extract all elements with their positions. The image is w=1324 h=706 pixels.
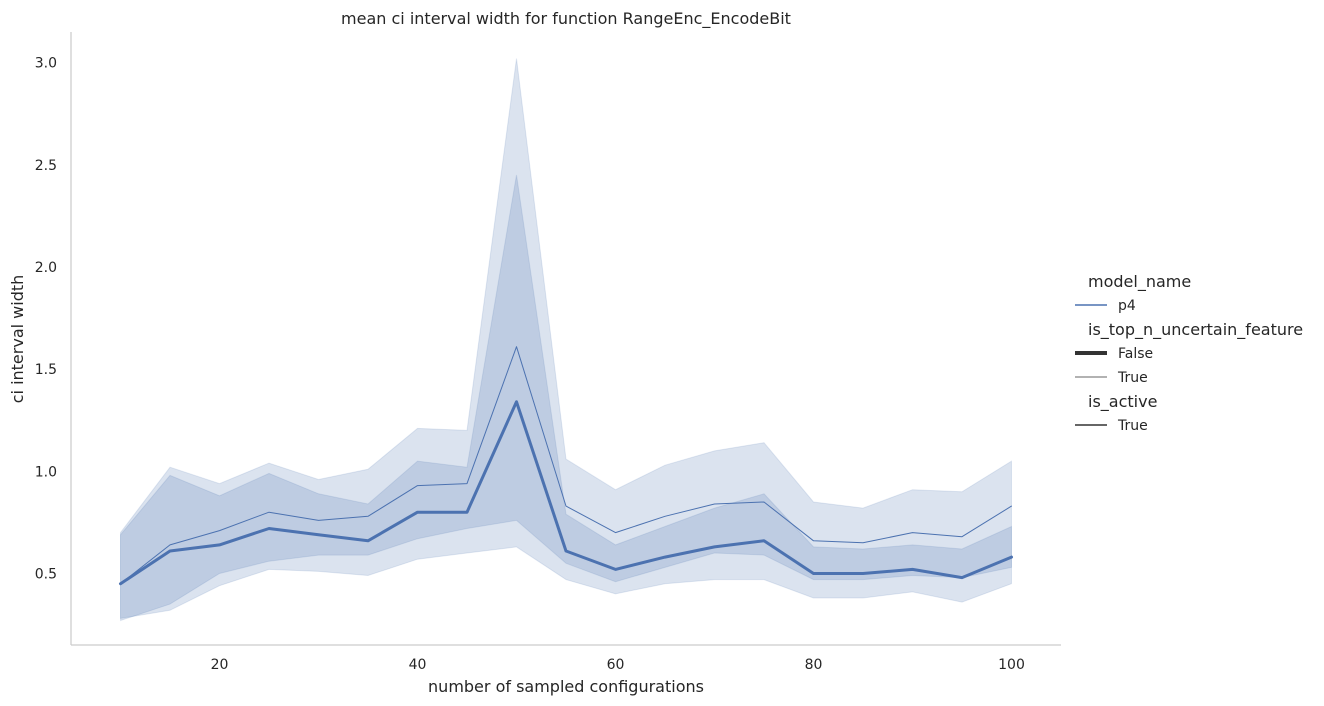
series-line-0 — [120, 346, 1012, 585]
axes — [70, 32, 1061, 646]
x-ticks: 20 40 60 80 100 — [211, 657, 1025, 673]
chart-title: mean ci interval width for function Rang… — [341, 9, 791, 29]
ci-band-1 — [120, 174, 1012, 622]
legend-entry-label: True — [1117, 370, 1148, 386]
series-line-1 — [119, 400, 1013, 586]
x-tick-label: 100 — [998, 657, 1025, 673]
y-tick-label: 3.0 — [35, 56, 57, 72]
x-tick-label: 20 — [211, 657, 229, 673]
series-lines — [119, 346, 1013, 586]
x-axis-title: number of sampled configurations — [428, 677, 704, 696]
legend: model_name p4 is_top_n_uncertain_feature Fa… — [1075, 272, 1303, 434]
legend-entry-label: p4 — [1118, 298, 1136, 314]
y-tick-label: 2.0 — [35, 260, 57, 276]
x-tick-label: 60 — [607, 657, 625, 673]
y-tick-label: 2.5 — [35, 158, 57, 174]
x-tick-label: 80 — [805, 657, 823, 673]
y-tick-label: 1.5 — [35, 362, 57, 378]
y-axis-title: ci interval width — [8, 275, 27, 404]
legend-title: model_name — [1088, 272, 1191, 292]
y-tick-label: 0.5 — [35, 566, 57, 582]
legend-entry-label: True — [1117, 418, 1148, 434]
ci-band-0 — [120, 58, 1012, 619]
legend-title: is_active — [1088, 392, 1157, 412]
legend-entry-label: False — [1118, 346, 1153, 362]
ci-bands — [120, 58, 1012, 622]
y-tick-label: 1.0 — [35, 464, 57, 480]
x-tick-label: 40 — [409, 657, 427, 673]
y-ticks: 0.5 1.0 1.5 2.0 2.5 3.0 — [35, 56, 57, 583]
legend-title: is_top_n_uncertain_feature — [1088, 320, 1303, 340]
